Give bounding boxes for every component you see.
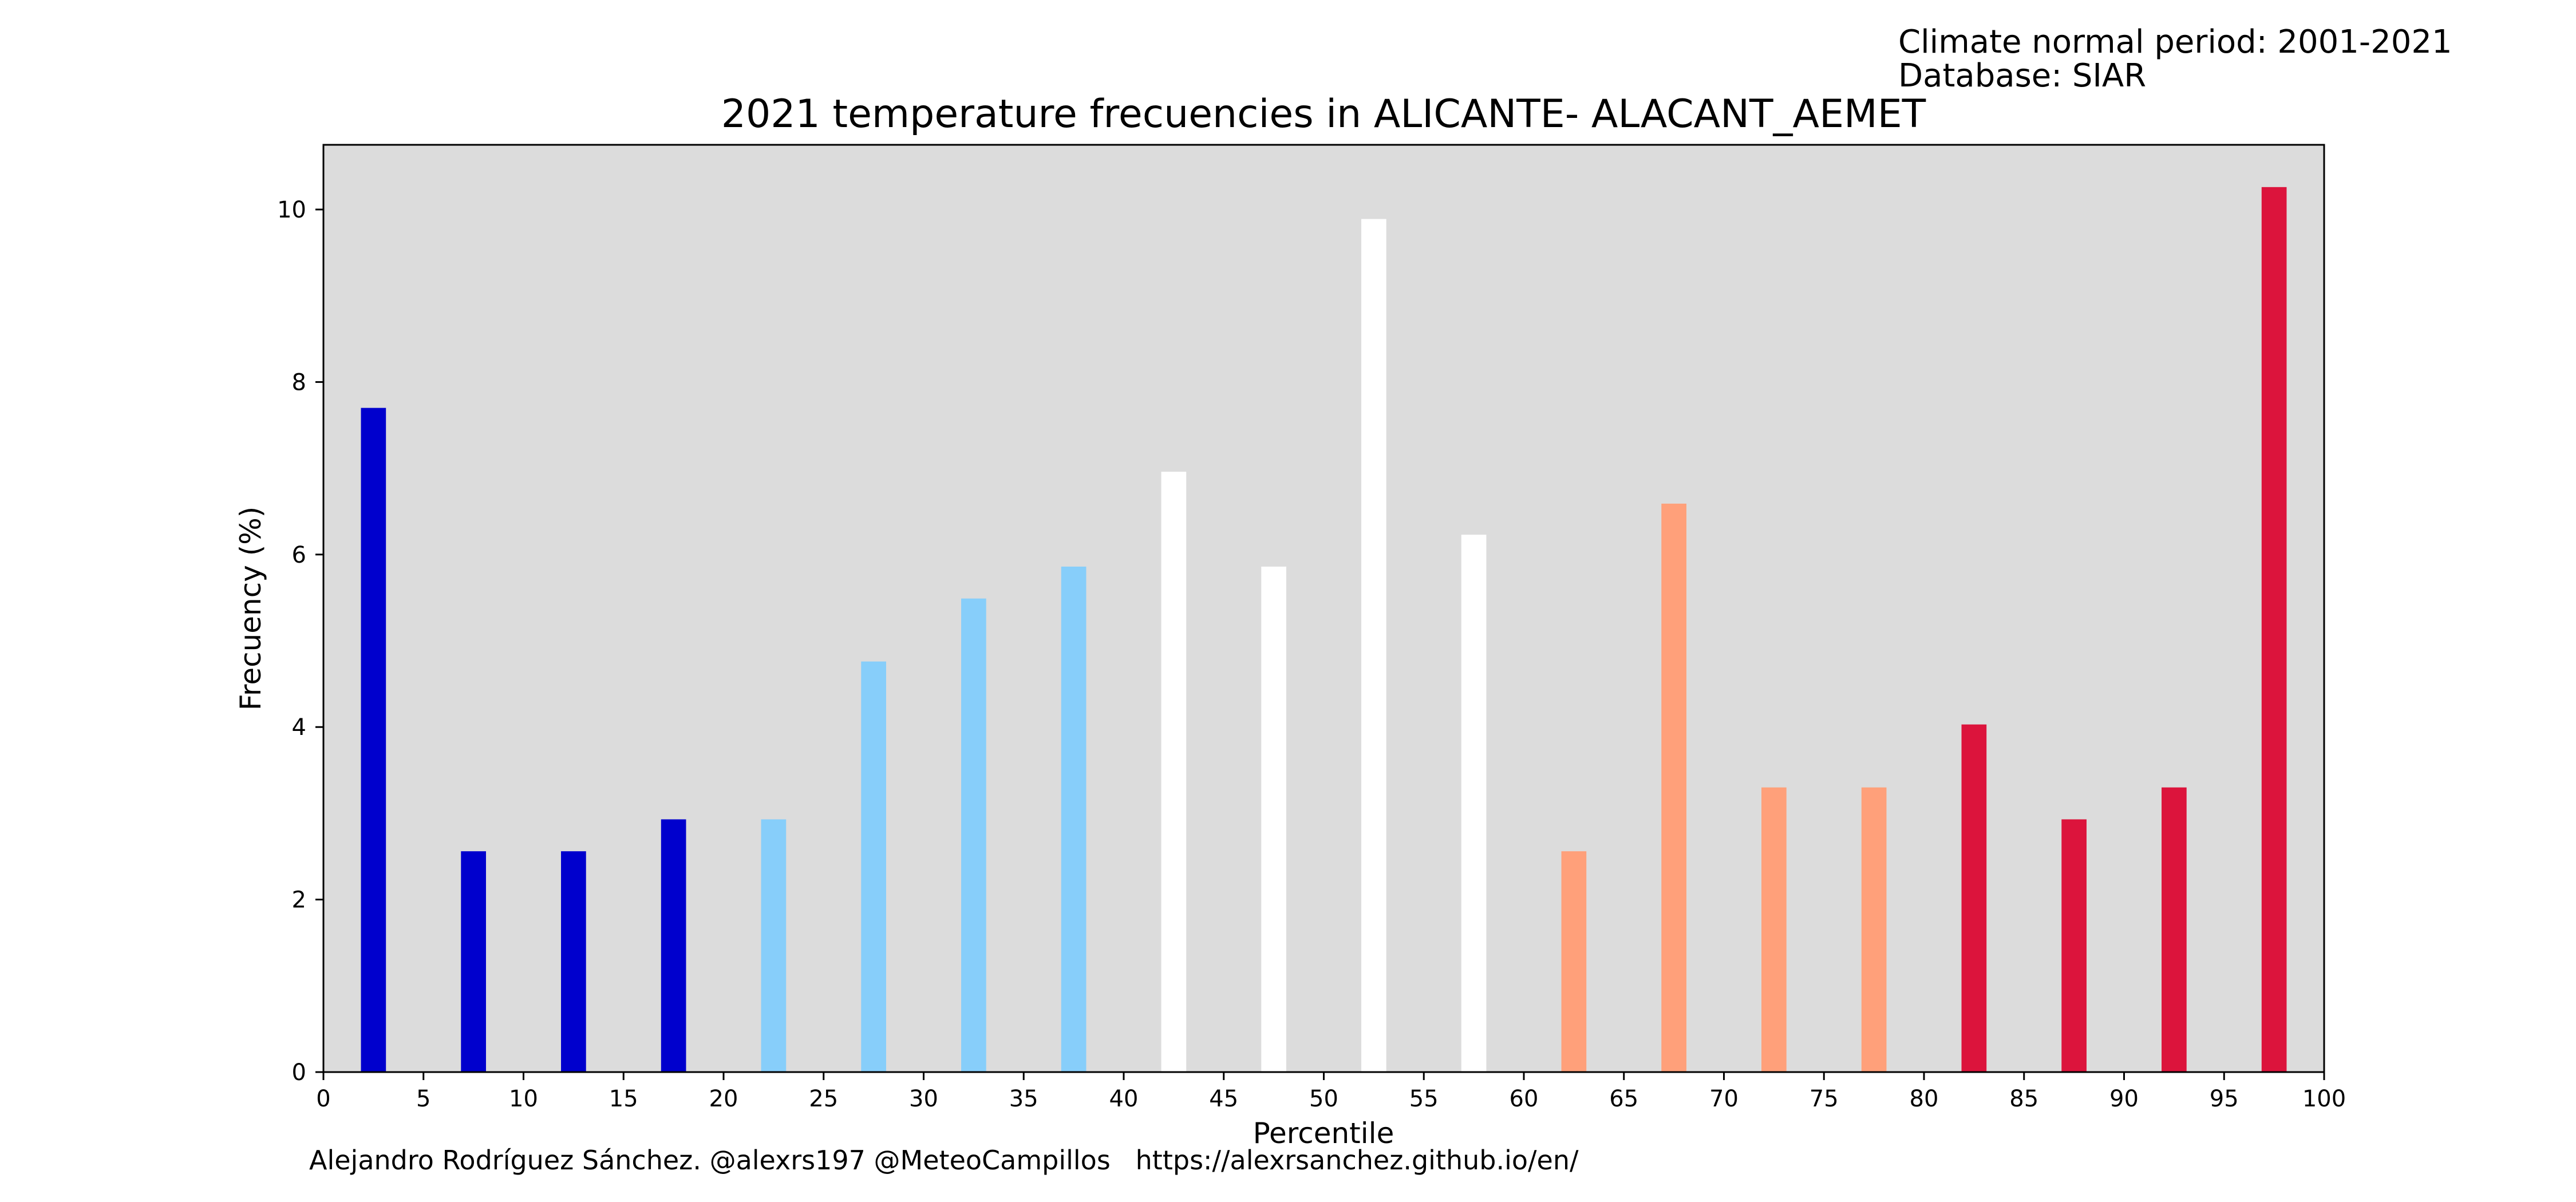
x-tick-label: 45 bbox=[1209, 1086, 1238, 1112]
bar-p12.5 bbox=[561, 851, 586, 1072]
x-tick-label: 100 bbox=[2302, 1086, 2346, 1112]
y-axis-label: Frecuency (%) bbox=[234, 507, 267, 710]
y-tick-label: 4 bbox=[292, 714, 306, 741]
x-tick-label: 30 bbox=[909, 1086, 938, 1112]
bar-p92.5 bbox=[2162, 787, 2187, 1072]
y-tick-label: 10 bbox=[277, 197, 306, 223]
x-tick-label: 65 bbox=[1609, 1086, 1638, 1112]
x-axis-label: Percentile bbox=[1253, 1117, 1394, 1150]
bar-p42.5 bbox=[1161, 472, 1187, 1072]
x-axis: 0 5 10 15 20 25 30 35 40 45 50 55 60 65 70 75 80 85 90 95 10… bbox=[316, 1072, 2346, 1112]
bars-group bbox=[361, 187, 2287, 1073]
bar-p77.5 bbox=[1861, 787, 1887, 1072]
x-tick-label: 70 bbox=[1709, 1086, 1739, 1112]
bar-p52.5 bbox=[1361, 219, 1386, 1073]
x-tick-label: 80 bbox=[1910, 1086, 1939, 1112]
x-tick-label: 35 bbox=[1009, 1086, 1038, 1112]
plot-area bbox=[323, 145, 2324, 1072]
y-tick-label: 8 bbox=[292, 369, 306, 396]
x-tick-label: 90 bbox=[2109, 1086, 2139, 1112]
x-tick-label: 95 bbox=[2210, 1086, 2239, 1112]
bar-p82.5 bbox=[1961, 724, 1987, 1072]
x-tick-label: 15 bbox=[609, 1086, 638, 1112]
bar-p87.5 bbox=[2061, 819, 2087, 1072]
bar-p17.5 bbox=[661, 819, 686, 1072]
chart-title: 2021 temperature frecuencies in ALICANTE… bbox=[721, 92, 1926, 137]
bar-p62.5 bbox=[1561, 851, 1587, 1072]
database-label: Database: SIAR bbox=[1898, 57, 2146, 94]
x-tick-label: 55 bbox=[1409, 1086, 1439, 1112]
bar-p67.5 bbox=[1661, 503, 1686, 1072]
x-tick-label: 25 bbox=[809, 1086, 838, 1112]
bar-p7.5 bbox=[461, 851, 486, 1072]
x-tick-label: 85 bbox=[2009, 1086, 2038, 1112]
x-tick-label: 75 bbox=[1809, 1086, 1839, 1112]
x-tick-label: 0 bbox=[316, 1086, 330, 1112]
x-tick-label: 40 bbox=[1109, 1086, 1139, 1112]
x-tick-label: 60 bbox=[1510, 1086, 1539, 1112]
bar-p47.5 bbox=[1261, 566, 1286, 1072]
x-tick-label: 20 bbox=[709, 1086, 738, 1112]
bar-p97.5 bbox=[2261, 187, 2287, 1073]
y-axis: 0 2 4 6 8 10 bbox=[277, 197, 323, 1086]
x-tick-label: 10 bbox=[509, 1086, 538, 1112]
y-tick-label: 6 bbox=[292, 542, 306, 568]
climate-period-label: Climate normal period: 2001-2021 bbox=[1898, 23, 2452, 61]
bar-p72.5 bbox=[1761, 787, 1787, 1072]
bar-p37.5 bbox=[1061, 566, 1086, 1072]
x-tick-label: 50 bbox=[1309, 1086, 1338, 1112]
bar-p2.5 bbox=[361, 408, 386, 1072]
bar-p22.5 bbox=[761, 819, 787, 1072]
bar-p27.5 bbox=[861, 661, 886, 1072]
footer-credits: Alejandro Rodríguez Sánchez. @alexrs197 … bbox=[309, 1145, 1579, 1176]
y-tick-label: 2 bbox=[292, 887, 306, 914]
bar-p57.5 bbox=[1461, 535, 1487, 1072]
x-tick-label: 5 bbox=[416, 1086, 430, 1112]
bar-p32.5 bbox=[961, 598, 986, 1072]
y-tick-label: 0 bbox=[292, 1059, 306, 1086]
